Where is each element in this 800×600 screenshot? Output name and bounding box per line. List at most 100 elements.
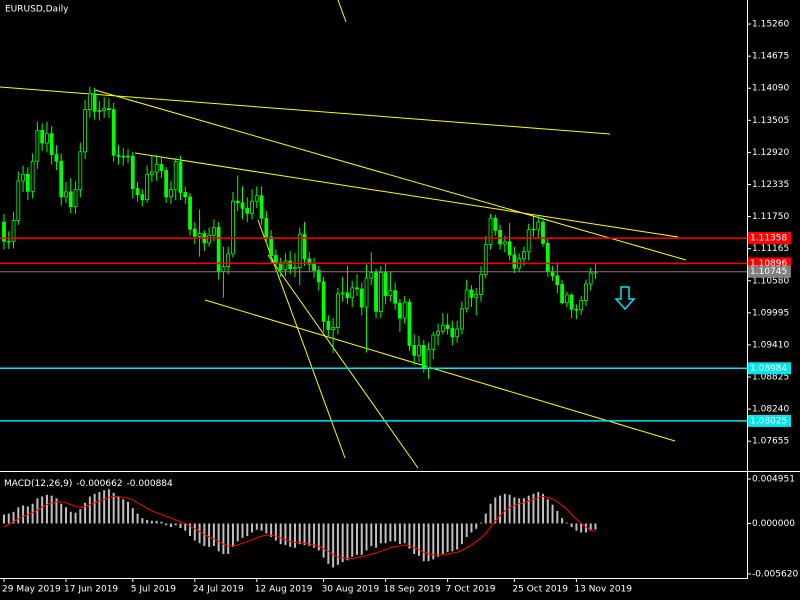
macd-bar	[50, 495, 53, 524]
macd-bar	[375, 523, 378, 548]
macd-bar	[131, 508, 134, 524]
candle-body	[464, 289, 469, 310]
trend-line	[204, 299, 676, 442]
trend-line	[257, 219, 346, 459]
y-tick-label: 1.08240	[752, 405, 789, 415]
candle-body	[417, 345, 421, 356]
candle-body	[192, 228, 197, 237]
candle-body	[78, 151, 83, 191]
x-tick-label: 25 Oct 2019	[512, 585, 568, 595]
candle-body	[254, 195, 259, 202]
macd-bar	[255, 523, 258, 530]
macd-bar	[403, 523, 406, 544]
candle-body	[126, 155, 130, 158]
macd-bar	[565, 522, 568, 524]
candle-body	[536, 221, 541, 230]
y-tick-label: 0.000000	[752, 519, 795, 529]
candle-body	[250, 200, 254, 214]
candle-body	[383, 272, 388, 296]
macd-bar	[379, 523, 382, 544]
macd-bar	[155, 520, 158, 524]
candle-body	[97, 110, 102, 112]
macd-bar	[441, 523, 444, 555]
candle-body	[6, 240, 11, 243]
macd-bar	[45, 494, 48, 524]
macd-bar	[169, 523, 172, 528]
macd-bar	[360, 523, 363, 555]
macd-bar	[289, 523, 292, 547]
candle-body	[68, 191, 73, 208]
trend-line	[267, 254, 419, 469]
candle-body	[326, 320, 331, 330]
candle-body	[283, 260, 288, 271]
macd-bar	[36, 498, 39, 524]
candle-body	[145, 173, 150, 200]
macd-bar	[212, 523, 215, 546]
y-tick-label: 1.09410	[752, 340, 789, 350]
candle-body	[555, 275, 560, 285]
macd-bar	[65, 507, 68, 524]
candle-body	[92, 93, 97, 112]
candle-body	[221, 266, 226, 272]
chart-title: EURUSD,Daily	[5, 5, 69, 15]
signal-line	[3, 496, 596, 560]
candle-body	[355, 287, 359, 290]
macd-bar	[546, 499, 549, 524]
macd-bar	[499, 495, 502, 524]
macd-bar	[251, 523, 254, 533]
candle-body	[335, 293, 340, 328]
macd-bar	[103, 490, 106, 524]
macd-bar	[351, 523, 354, 557]
x-tick-label: 30 Aug 2019	[322, 585, 380, 595]
macd-bar	[93, 493, 96, 524]
x-tick-label: 5 Jul 2019	[131, 585, 176, 595]
macd-bar	[437, 523, 440, 557]
macd-bar	[575, 523, 578, 531]
macd-bar	[460, 523, 463, 545]
macd-bar	[594, 523, 597, 530]
candle-body	[493, 217, 498, 231]
candle-body	[507, 241, 512, 256]
macd-bar	[160, 521, 163, 524]
macd-bar	[503, 493, 506, 524]
macd-bar	[260, 523, 263, 531]
candle-body	[73, 189, 78, 208]
x-tick-label: 29 May 2019	[2, 585, 61, 595]
macd-bar	[432, 523, 435, 560]
macd-bar	[580, 523, 583, 533]
candle-body	[402, 301, 407, 319]
macd-bar	[98, 492, 101, 524]
signal-last: -0.000884	[127, 479, 173, 489]
level-box	[748, 362, 791, 375]
candle-body	[49, 133, 54, 155]
macd-bar	[179, 523, 182, 528]
macd-bar	[556, 510, 559, 524]
macd-bar	[246, 523, 249, 537]
macd-bar	[193, 523, 196, 541]
candle-body	[331, 326, 336, 330]
macd-bar	[265, 523, 268, 534]
macd-name: MACD(12,26,9)	[4, 479, 72, 489]
x-tick-label: 13 Nov 2019	[574, 585, 632, 595]
candle-body	[226, 253, 231, 267]
macd-bar	[41, 496, 44, 524]
macd-bar	[327, 523, 330, 564]
macd-bar	[198, 523, 201, 544]
candle-body	[412, 345, 417, 356]
trend-line	[94, 89, 687, 261]
macd-bar	[408, 523, 411, 549]
candle-body	[16, 180, 21, 221]
y-tick-label: -0.005620	[752, 569, 798, 579]
y-tick-label: 1.07655	[752, 437, 789, 447]
macd-bar	[355, 523, 358, 555]
x-tick-label: 12 Aug 2019	[255, 585, 313, 595]
macd-bar	[413, 523, 416, 555]
candle-body	[169, 189, 173, 198]
level-label: 1.10896	[750, 259, 787, 269]
macd-bar	[589, 523, 592, 531]
macd-bar	[84, 502, 87, 524]
macd-bar	[346, 523, 349, 561]
macd-bar	[60, 503, 63, 524]
y-tick-label: 1.10580	[752, 276, 789, 286]
